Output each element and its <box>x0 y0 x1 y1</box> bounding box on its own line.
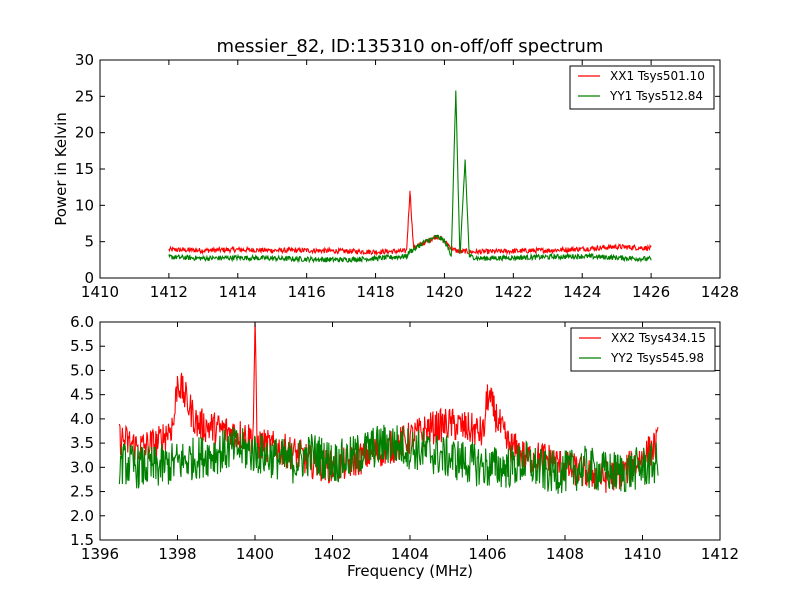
upper-ylabel: Power in Kelvin <box>52 112 70 226</box>
upper-series-1-line <box>168 90 652 264</box>
lower-ytick-label: 5.5 <box>70 337 94 355</box>
upper-ytick-label: 20 <box>75 124 94 142</box>
upper-legend-label-xx1: XX1 Tsys501.10 <box>610 69 705 83</box>
upper-ytick-label: 10 <box>75 196 94 214</box>
lower-series-lines <box>118 321 659 494</box>
lower-ytick-label: 5.0 <box>70 361 94 379</box>
lower-ytick-label: 6.0 <box>70 313 94 331</box>
lower-series-1-line <box>118 424 659 494</box>
lower-ticks: 1396 1398 1400 1402 1404 1406 1408 1410 1412 1.5 2… <box>70 313 739 563</box>
upper-ticks: 1410 1412 1414 1416 1418 1420 1422 1424 1426 1428… <box>75 51 739 301</box>
upper-xtick-label: 1424 <box>563 283 601 301</box>
upper-legend-box <box>569 65 715 110</box>
upper-xtick-label: 1414 <box>219 283 257 301</box>
upper-ytick-label: 30 <box>75 51 94 69</box>
lower-legend-box <box>570 327 716 372</box>
lower-panel: 1396 1398 1400 1402 1404 1406 1408 1410 1412 1.5 2… <box>70 313 739 580</box>
upper-ytick-label: 15 <box>75 160 94 178</box>
upper-ytick-label: 0 <box>84 269 94 287</box>
lower-xtick-label: 1402 <box>313 545 351 563</box>
chart-title: messier_82, ID:135310 on-off/off spectru… <box>217 36 604 57</box>
lower-xtick-label: 1406 <box>468 545 506 563</box>
lower-legend-label-yy2: YY2 Tsys545.98 <box>610 351 704 365</box>
lower-xtick-label: 1408 <box>546 545 584 563</box>
upper-xtick-label: 1426 <box>632 283 670 301</box>
lower-xtick-label: 1412 <box>701 545 739 563</box>
upper-ytick-label: 25 <box>75 87 94 105</box>
upper-ytick-label: 5 <box>84 233 94 251</box>
upper-xtick-label: 1410 <box>81 283 119 301</box>
lower-ytick-label: 2.0 <box>70 507 94 525</box>
lower-xtick-label: 1404 <box>391 545 429 563</box>
lower-xtick-label: 1410 <box>623 545 661 563</box>
upper-legend-label-yy1: YY1 Tsys512.84 <box>609 89 703 103</box>
lower-xtick-label: 1400 <box>236 545 274 563</box>
lower-ytick-label: 1.5 <box>70 531 94 549</box>
upper-xtick-label: 1416 <box>288 283 326 301</box>
lower-xtick-label: 1396 <box>81 545 119 563</box>
lower-legend-label-xx2: XX2 Tsys434.15 <box>611 331 706 345</box>
upper-xtick-label: 1418 <box>356 283 394 301</box>
lower-ytick-label: 3.5 <box>70 434 94 452</box>
lower-xtick-label: 1398 <box>158 545 196 563</box>
lower-ytick-label: 4.5 <box>70 386 94 404</box>
lower-legend: XX2 Tsys434.15 YY2 Tsys545.98 <box>570 327 716 372</box>
upper-legend: XX1 Tsys501.10 YY1 Tsys512.84 <box>569 65 715 110</box>
lower-xlabel: Frequency (MHz) <box>347 562 473 580</box>
upper-panel: 1410 1412 1414 1416 1418 1420 1422 1424 1426 1428… <box>52 51 739 301</box>
upper-series-0-line <box>168 190 652 257</box>
upper-xtick-label: 1422 <box>494 283 532 301</box>
lower-ytick-label: 3.0 <box>70 458 94 476</box>
upper-xtick-label: 1412 <box>150 283 188 301</box>
upper-xtick-label: 1428 <box>701 283 739 301</box>
lower-ytick-label: 4.0 <box>70 410 94 428</box>
upper-xtick-label: 1420 <box>425 283 463 301</box>
upper-series-lines <box>168 90 652 264</box>
lower-ytick-label: 2.5 <box>70 483 94 501</box>
